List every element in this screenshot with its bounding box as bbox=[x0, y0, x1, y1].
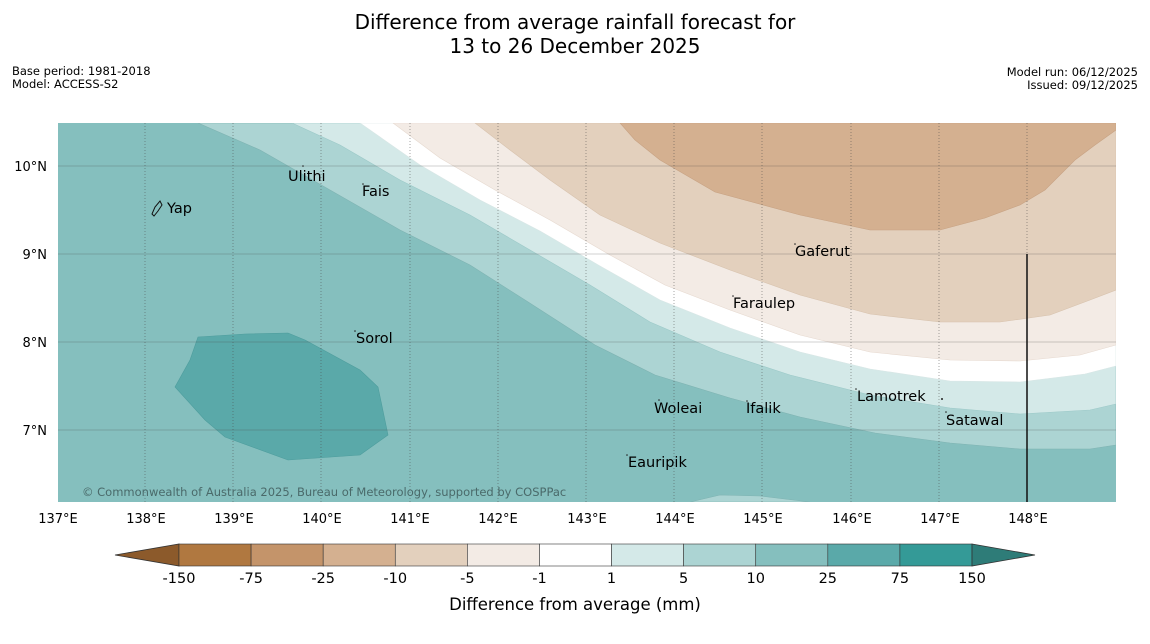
lon-tick-143e: 143°E bbox=[567, 512, 607, 527]
colorbar-over-arrow bbox=[971, 543, 1036, 567]
colorbar-tick: -5 bbox=[460, 571, 474, 587]
colorbar-cell bbox=[178, 543, 252, 567]
colorbar-tick: -75 bbox=[239, 571, 263, 587]
issued-date: Issued: 09/12/2025 bbox=[1027, 78, 1138, 92]
place-ulithi: Ulithi bbox=[288, 169, 326, 185]
meta-left: Base period: 1981-2018 Model: ACCESS-S2 bbox=[12, 65, 151, 91]
colorbar-tick: 1 bbox=[607, 571, 616, 587]
colorbar-tick: -25 bbox=[311, 571, 335, 587]
colorbar-cell bbox=[683, 543, 757, 567]
colorbar-tick: 5 bbox=[679, 571, 688, 587]
place-yap: Yap bbox=[166, 201, 192, 217]
lon-tick-137e: 137°E bbox=[38, 512, 78, 527]
colorbar-cell bbox=[394, 543, 468, 567]
lon-tick-148e: 148°E bbox=[1008, 512, 1048, 527]
copyright-note: © Commonwealth of Australia 2025, Bureau… bbox=[82, 485, 566, 499]
lon-tick-144e: 144°E bbox=[655, 512, 695, 527]
colorbar-label: Difference from average (mm) bbox=[449, 595, 701, 614]
gridlines bbox=[58, 123, 1116, 502]
lon-tick-141e: 141°E bbox=[390, 512, 430, 527]
lon-tick-145e: 145°E bbox=[743, 512, 783, 527]
place-fais: Fais bbox=[362, 184, 389, 200]
colorbar-tick: 10 bbox=[747, 571, 765, 587]
colorbar-cell bbox=[539, 543, 612, 567]
colorbar-tick: -10 bbox=[383, 571, 407, 587]
place-lamotrek: Lamotrek bbox=[857, 389, 926, 405]
place-faraulep: Faraulep bbox=[733, 296, 795, 312]
colorbar-cell bbox=[827, 543, 901, 567]
lon-tick-139e: 139°E bbox=[214, 512, 254, 527]
lon-tick-146e: 146°E bbox=[832, 512, 872, 527]
colorbar-tick: -150 bbox=[163, 571, 196, 587]
yap-island-icon bbox=[151, 200, 163, 217]
colorbar-cell bbox=[467, 543, 540, 567]
lat-tick-10n: 10°N bbox=[14, 160, 47, 175]
lon-tick-140e: 140°E bbox=[302, 512, 342, 527]
colorbar-tick: -1 bbox=[532, 571, 546, 587]
band-minus-25-10 bbox=[619, 123, 1116, 231]
colorbar-cell bbox=[755, 543, 829, 567]
lat-tick-7n: 7°N bbox=[23, 424, 48, 439]
lat-tick-9n: 9°N bbox=[23, 248, 48, 263]
model-run: Model run: 06/12/2025 bbox=[1006, 65, 1138, 79]
chart-title: Difference from average rainfall forecas… bbox=[0, 10, 1150, 58]
rainfall-contours bbox=[58, 123, 1116, 502]
lat-tick-8n: 8°N bbox=[23, 336, 48, 351]
place-satawal: Satawal bbox=[946, 413, 1003, 429]
place-eauripik: Eauripik bbox=[628, 455, 687, 471]
colorbar-cell bbox=[322, 543, 396, 567]
colorbar: -150 -75 -25 -10 -5 -1 1 5 10 25 75 150 Difference … bbox=[114, 543, 1036, 614]
lon-tick-147e: 147°E bbox=[920, 512, 960, 527]
title-line-2: 13 to 26 December 2025 bbox=[449, 34, 701, 58]
colorbar-cell bbox=[250, 543, 324, 567]
lon-tick-142e: 142°E bbox=[478, 512, 518, 527]
band-5-10-bottom bbox=[689, 494, 811, 502]
base-period: Base period: 1981-2018 bbox=[12, 64, 151, 78]
colorbar-tick-labels: -150 -75 -25 -10 -5 -1 1 5 10 25 75 150 bbox=[163, 571, 986, 587]
lon-tick-138e: 138°E bbox=[126, 512, 166, 527]
colorbar-cell bbox=[899, 543, 973, 567]
place-gaferut: Gaferut bbox=[795, 244, 850, 260]
colorbar-tick: 75 bbox=[891, 571, 909, 587]
colorbar-under-arrow bbox=[114, 543, 180, 567]
meta-right: Model run: 06/12/2025 Issued: 09/12/2025 bbox=[1007, 66, 1138, 92]
band-25-75-blob bbox=[174, 332, 389, 461]
place-woleai: Woleai bbox=[654, 401, 702, 417]
colorbar-tick: 150 bbox=[958, 571, 986, 587]
model-name: Model: ACCESS-S2 bbox=[12, 77, 119, 91]
colorbar-cells bbox=[178, 543, 973, 567]
place-ifalik: Ifalik bbox=[746, 401, 781, 417]
title-line-1: Difference from average rainfall forecas… bbox=[354, 10, 796, 34]
colorbar-tick: 25 bbox=[819, 571, 837, 587]
colorbar-cell bbox=[611, 543, 684, 567]
island-markers bbox=[302, 165, 947, 456]
place-sorol: Sorol bbox=[356, 331, 393, 347]
